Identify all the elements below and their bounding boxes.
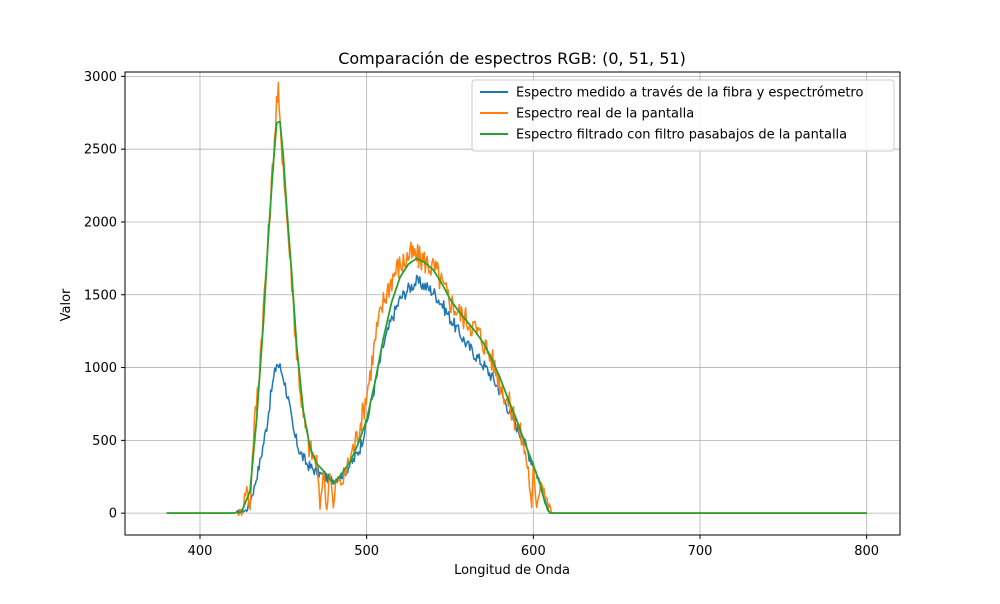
chart-title: Comparación de espectros RGB: (0, 51, 51… [338, 49, 686, 68]
legend-label-2: Espectro real de la pantalla [516, 107, 694, 122]
legend-label-3: Espectro filtrado con filtro pasabajos d… [516, 128, 847, 143]
plot-area: 400 500 600 700 800 0 500 1000 1500 2000 2500 3000 E… [84, 70, 901, 559]
x-tick-label: 500 [354, 544, 379, 559]
x-tick-label: 700 [688, 544, 713, 559]
x-tick-label: 600 [521, 544, 546, 559]
y-tick-label: 2500 [84, 143, 117, 158]
series-line-3 [166, 120, 867, 515]
plot-frame [124, 71, 901, 536]
y-tick-label: 1000 [84, 361, 117, 376]
y-tick-label: 500 [92, 434, 117, 449]
y-tick-label: 2000 [84, 215, 117, 230]
legend-box [471, 79, 895, 152]
y-axis-label: Valor [59, 288, 74, 321]
x-tick-label: 800 [854, 544, 879, 559]
y-tick-label: 3000 [84, 70, 117, 85]
legend-label-1: Espectro medido a través de la fibra y e… [516, 86, 863, 101]
y-tick-label: 0 [109, 507, 117, 522]
x-tick-label: 400 [188, 544, 213, 559]
y-tick-label: 1500 [84, 288, 117, 303]
x-axis-label: Longitud de Onda [454, 563, 570, 578]
